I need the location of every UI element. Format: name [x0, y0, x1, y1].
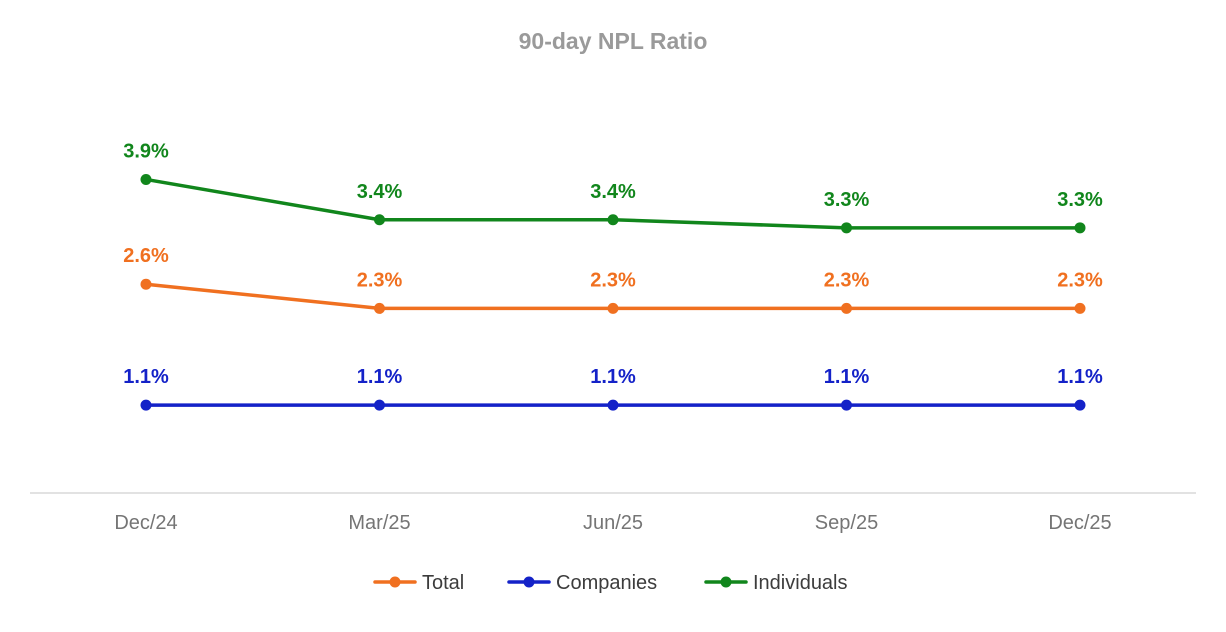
legend-item-companies[interactable]: Companies	[507, 572, 657, 594]
data-point[interactable]	[1074, 222, 1086, 234]
x-axis-ticks: Dec/24 Mar/25 Jun/25 Sep/25 Dec/25	[114, 512, 1111, 534]
x-tick-label: Dec/24	[114, 512, 177, 534]
data-point[interactable]	[841, 222, 852, 234]
data-label: 3.4%	[590, 181, 636, 203]
legend-label: Total	[422, 572, 464, 594]
series-individuals: 3.9% 3.4% 3.4% 3.3% 3.3%	[123, 140, 1103, 234]
data-point[interactable]	[374, 214, 385, 226]
data-label: 1.1%	[824, 366, 870, 388]
data-label: 3.9%	[123, 140, 169, 162]
data-label: 3.3%	[824, 189, 870, 211]
data-label: 1.1%	[1057, 366, 1103, 388]
legend-label: Companies	[556, 572, 657, 594]
data-label: 2.3%	[590, 269, 636, 291]
data-label: 2.3%	[357, 269, 403, 291]
legend-swatch-point	[523, 576, 535, 588]
data-label: 3.3%	[1057, 189, 1103, 211]
data-label: 1.1%	[123, 366, 169, 388]
series-companies: 1.1% 1.1% 1.1% 1.1% 1.1%	[123, 366, 1103, 411]
data-label: 1.1%	[590, 366, 636, 388]
data-label: 3.4%	[357, 181, 403, 203]
data-point[interactable]	[140, 173, 152, 185]
series-layer: 2.6%2.3% 2.3% 2.3% 2.3%1.1% 1.1% 1.1% 1.1% 1.1%…	[123, 140, 1103, 411]
legend-swatch-point	[720, 576, 732, 588]
x-tick-label: Jun/25	[583, 512, 643, 534]
legend-item-total[interactable]: Total	[373, 572, 464, 594]
data-point[interactable]	[374, 399, 385, 411]
data-label: 2.6%	[123, 245, 169, 267]
x-tick-label: Sep/25	[815, 512, 878, 534]
data-point[interactable]	[841, 399, 852, 411]
data-point[interactable]	[140, 399, 152, 411]
data-point[interactable]	[841, 302, 852, 314]
x-tick-label: Mar/25	[348, 512, 410, 534]
series-total: 2.6% 2.3% 2.3% 2.3% 2.3%	[123, 245, 1103, 314]
data-label: 2.3%	[1057, 269, 1103, 291]
legend: Total Companies Individuals	[373, 572, 848, 594]
chart-title: 90-day NPL Ratio	[519, 28, 708, 54]
data-label: 1.1%	[357, 366, 403, 388]
legend-item-individuals[interactable]: Individuals	[704, 572, 848, 594]
data-point[interactable]	[607, 214, 619, 226]
data-point[interactable]	[607, 302, 619, 314]
data-point[interactable]	[140, 278, 152, 290]
legend-swatch-point	[389, 576, 401, 588]
legend-label: Individuals	[753, 572, 848, 594]
data-label: 2.3%	[824, 269, 870, 291]
data-point[interactable]	[374, 302, 385, 314]
x-tick-label: Dec/25	[1048, 512, 1111, 534]
data-point[interactable]	[1074, 302, 1086, 314]
data-point[interactable]	[607, 399, 619, 411]
data-point[interactable]	[1074, 399, 1086, 411]
